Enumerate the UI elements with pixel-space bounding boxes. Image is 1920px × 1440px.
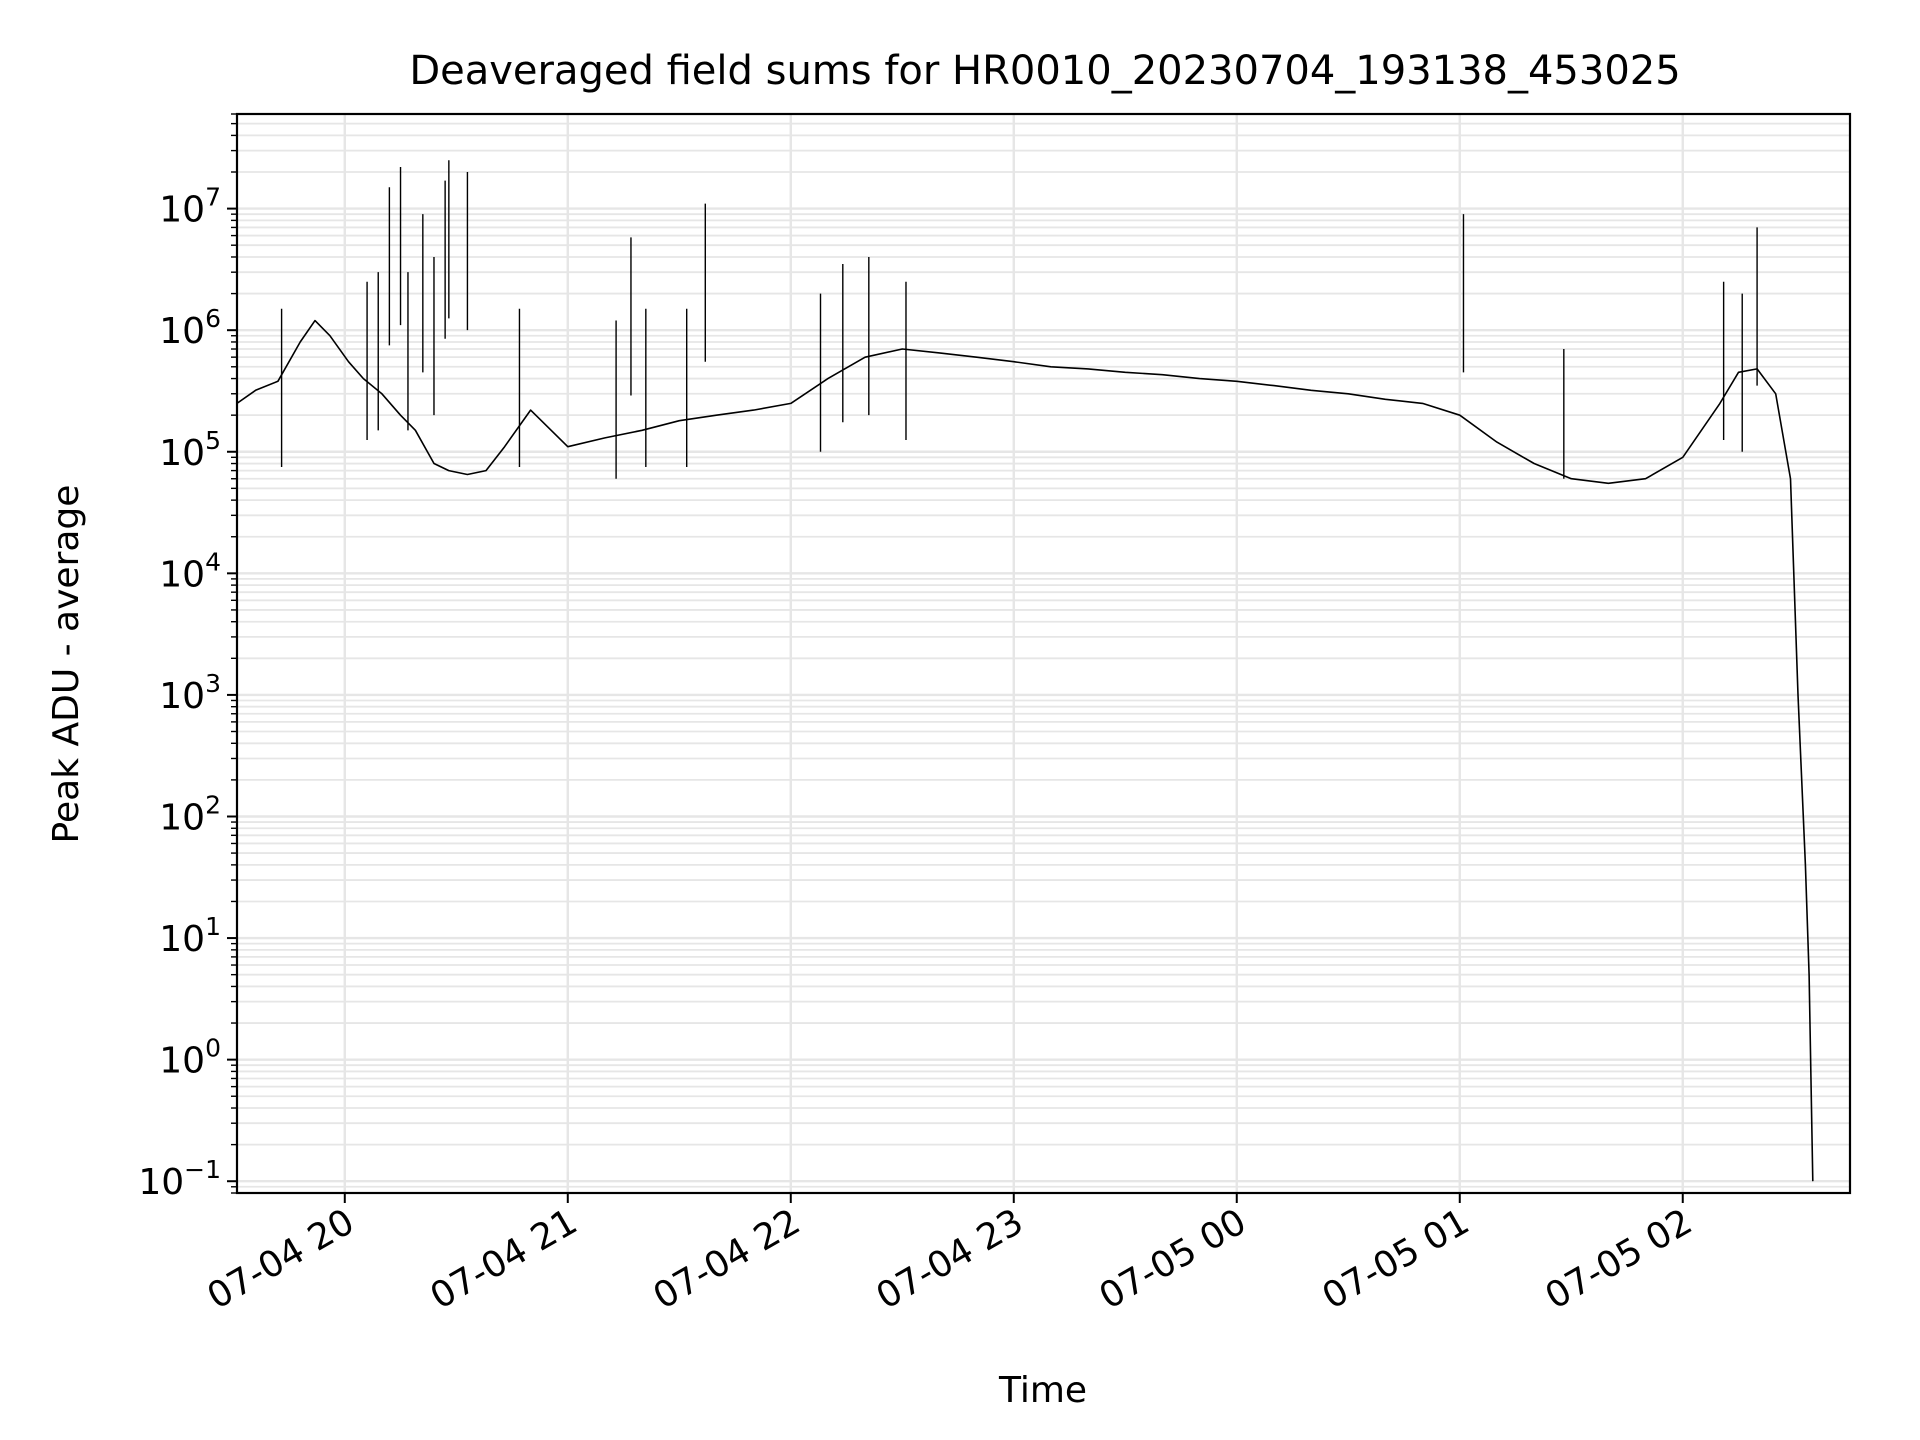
y-tick-label: 101 [159,912,221,960]
y-tick-label-base: 10 [159,676,205,717]
series-line [237,319,1814,1182]
y-tick-label-exponent: −1 [184,1155,221,1184]
data-series [237,160,1814,1182]
y-tick-label-exponent: 7 [205,183,221,212]
chart-title: Deaveraged field sums for HR0010_2023070… [409,48,1680,94]
plot-frame [235,112,1852,1195]
y-tick-label-exponent: 5 [205,426,221,455]
y-tick-label-exponent: 0 [205,1034,221,1063]
y-tick-label-exponent: 2 [205,790,221,819]
y-tick-label-exponent: 6 [205,304,221,333]
y-tick-label-base: 10 [159,190,205,231]
y-tick-label: 102 [159,790,221,838]
y-tick-label-base: 10 [159,919,205,960]
y-tick-label-exponent: 1 [205,912,221,941]
y-tick-label: 10−1 [138,1155,221,1203]
y-tick-label-base: 10 [159,554,205,595]
y-tick-label-base: 10 [159,311,205,352]
y-tick-label: 105 [159,426,221,474]
x-axis-label: Time [998,1370,1087,1411]
y-tick-label: 100 [159,1034,221,1082]
y-tick-label-exponent: 4 [205,547,221,576]
y-tick-label-base: 10 [159,1041,205,1082]
y-tick-label-exponent: 3 [205,669,221,698]
y-tick-label: 104 [159,547,221,595]
y-tick-label: 107 [159,183,221,231]
y-axis-label: Peak ADU - average [46,485,87,844]
grid [237,113,1850,1194]
y-tick-label: 106 [159,304,221,352]
y-tick-label: 103 [159,669,221,717]
y-tick-label-base: 10 [159,797,205,838]
y-tick-label-base: 10 [138,1162,184,1203]
y-tick-label-base: 10 [159,433,205,474]
